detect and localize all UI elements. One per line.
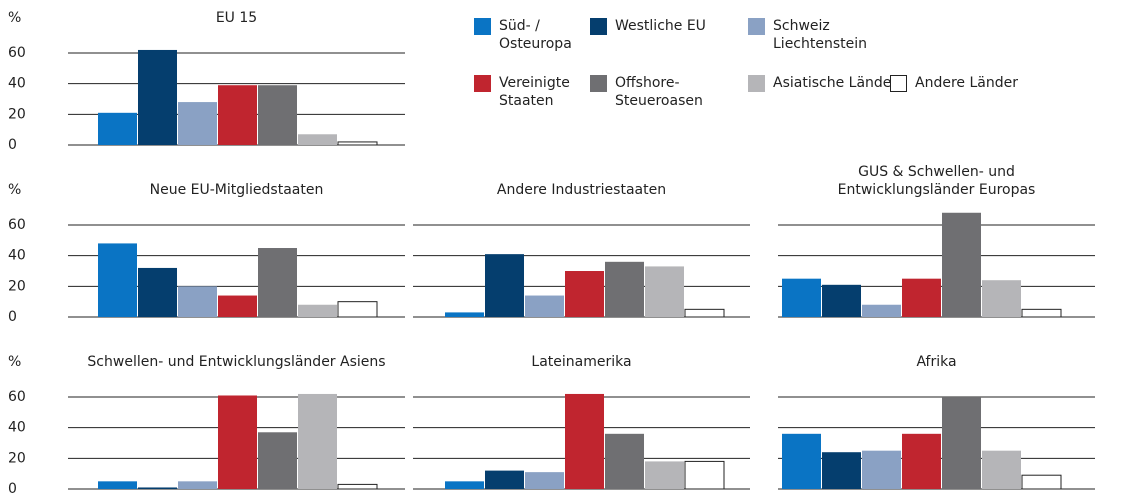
bar <box>178 286 217 317</box>
bar <box>902 278 941 317</box>
y-tick-label: 20 <box>8 450 26 466</box>
bar <box>605 261 644 317</box>
bar <box>218 85 257 145</box>
bar <box>98 481 137 489</box>
legend-label: Andere Länder <box>915 75 1018 91</box>
legend-swatch <box>590 75 607 92</box>
bar <box>337 301 378 318</box>
bar <box>258 432 297 489</box>
bar <box>684 308 725 318</box>
bar <box>298 304 337 317</box>
bar <box>337 483 378 490</box>
panel-title: EU 15 <box>215 10 258 26</box>
panel-title: Afrika <box>916 354 957 370</box>
bar <box>337 141 378 146</box>
bar <box>138 49 177 146</box>
y-tick-label: 20 <box>8 106 26 122</box>
legend-label: Schweiz Liechtenstein <box>773 18 868 52</box>
legend-swatch <box>474 75 491 92</box>
bar <box>485 254 524 317</box>
y-axis-label: % <box>8 10 21 26</box>
bar <box>822 452 861 489</box>
bar <box>942 397 981 489</box>
bar <box>565 393 604 489</box>
bar <box>782 278 821 317</box>
bar <box>298 134 337 145</box>
bar <box>1021 308 1062 318</box>
panel-title: Neue EU-Mitgliedstaaten <box>149 182 324 198</box>
y-tick-label: 40 <box>8 248 26 264</box>
bar <box>218 395 257 489</box>
bar <box>218 295 257 317</box>
bar <box>902 433 941 489</box>
bar <box>605 433 644 489</box>
legend-label: Süd- / Osteuropa <box>499 18 572 52</box>
bar <box>178 102 217 145</box>
bar <box>258 85 297 145</box>
y-tick-label: 60 <box>8 217 26 233</box>
legend-label: Westliche EU <box>615 18 706 34</box>
bar <box>138 267 177 317</box>
y-tick-label: 40 <box>8 76 26 92</box>
bar <box>822 284 861 317</box>
bar <box>258 248 297 317</box>
panel-title: Schwellen- und Entwicklungsländer Asiens <box>87 354 386 370</box>
bar <box>942 212 981 317</box>
y-tick-label: 40 <box>8 420 26 436</box>
bar <box>565 271 604 317</box>
bar <box>862 304 901 317</box>
y-tick-label: 60 <box>8 45 26 61</box>
bar <box>1021 474 1062 490</box>
panel-title: Lateinamerika <box>531 354 632 370</box>
y-axis-label: % <box>8 182 21 198</box>
bar <box>645 266 684 317</box>
legend-label: Offshore-Steueroasen <box>615 75 703 109</box>
legend-label: Vereinigte Staaten <box>499 75 570 109</box>
bar <box>298 393 337 489</box>
legend-swatch <box>590 18 607 35</box>
legend-swatch <box>748 75 765 92</box>
y-tick-label: 0 <box>8 309 17 325</box>
bar <box>98 243 137 317</box>
panel-title: Andere Industriestaaten <box>496 182 667 198</box>
bar <box>445 312 484 317</box>
legend-swatch <box>474 18 491 35</box>
bar <box>98 112 137 145</box>
bar <box>684 460 725 490</box>
y-tick-label: 20 <box>8 278 26 294</box>
y-axis-label: % <box>8 354 21 370</box>
bar <box>138 487 177 489</box>
y-tick-label: 0 <box>8 481 17 495</box>
legend-label: Asiatische Länder <box>773 75 898 91</box>
y-tick-label: 60 <box>8 389 26 405</box>
bar <box>178 481 217 489</box>
bar <box>982 280 1021 317</box>
bar <box>525 295 564 317</box>
legend-swatch <box>748 18 765 35</box>
bar <box>982 450 1021 489</box>
bar <box>485 470 524 489</box>
bar <box>862 450 901 489</box>
bar <box>525 472 564 489</box>
bar <box>445 481 484 489</box>
bar <box>645 461 684 489</box>
y-tick-label: 0 <box>8 137 17 153</box>
legend-swatch <box>890 75 907 92</box>
panel-title: GUS & Schwellen- und Entwicklungsländer … <box>837 164 1036 198</box>
bar <box>782 433 821 489</box>
